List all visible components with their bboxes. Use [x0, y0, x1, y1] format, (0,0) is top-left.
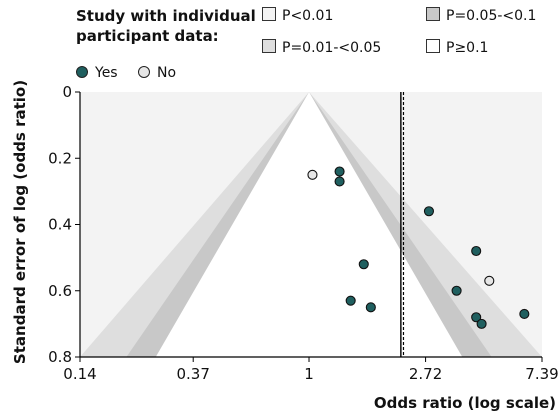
- legend-point-yes: Yes: [76, 64, 118, 82]
- x-tick-label: 0.37: [177, 365, 210, 383]
- x-axis-label: Odds ratio (log scale): [373, 394, 556, 412]
- study-point-yes: [471, 245, 482, 257]
- x-tick-label: 2.72: [409, 365, 442, 383]
- study-point-yes: [334, 166, 345, 177]
- study-point-no: [484, 275, 495, 286]
- legend-swatch: [262, 7, 276, 21]
- legend-swatch: [262, 39, 276, 53]
- significance-contours: [80, 92, 542, 357]
- y-axis-label: Standard error of log (odds ratio): [11, 79, 29, 365]
- study-point-yes: [423, 206, 435, 217]
- legend-swatch: [426, 7, 440, 21]
- y-tick-label: 0.8: [48, 348, 72, 366]
- legend-dot-no: [138, 66, 150, 78]
- y-tick-label: 0.4: [48, 216, 72, 234]
- legend-swatch: [426, 39, 440, 53]
- legend-title: Study with individual participant data:: [76, 7, 256, 45]
- study-point-yes: [334, 176, 345, 187]
- legend-point-no: No: [138, 64, 176, 82]
- study-point-yes: [365, 302, 376, 313]
- legend-label: P≥0.1: [446, 40, 489, 56]
- y-tick-label: 0.2: [48, 149, 72, 167]
- study-point-yes: [471, 312, 482, 323]
- study-point-yes: [476, 318, 487, 329]
- study-points: [307, 166, 530, 329]
- legend-contour-p-005-01: P=0.05-<0.1: [426, 7, 536, 25]
- contour-p-ge-01: [155, 92, 463, 357]
- study-point-yes: [345, 295, 356, 306]
- legend-dot-yes: [76, 66, 88, 78]
- x-tick-label: 0.14: [63, 365, 96, 383]
- x-tick-label: 1: [304, 365, 314, 383]
- y-tick-label: 0.6: [48, 282, 72, 300]
- legend-label: P=0.01-<0.05: [282, 40, 382, 56]
- legend-label: Yes: [95, 65, 118, 81]
- legend-contour-p-lt-001: P<0.01: [262, 7, 333, 25]
- legend-label: P<0.01: [282, 8, 334, 24]
- x-tick-label: 7.39: [525, 365, 558, 383]
- legend-contour-p-ge-01: P≥0.1: [426, 39, 488, 57]
- legend-contour-p-001-005: P=0.01-<0.05: [262, 39, 381, 57]
- legend-label: P=0.05-<0.1: [446, 8, 537, 24]
- y-tick-label: 0: [62, 83, 72, 101]
- axes: 0 0.2 0.4 0.6 0.80.14 0.37 1 2.72 7.39: [48, 83, 558, 383]
- study-point-yes: [451, 285, 462, 296]
- study-point-yes: [519, 308, 530, 319]
- reference-lines: [400, 92, 405, 357]
- study-point-no: [307, 169, 318, 180]
- legend-label: No: [157, 65, 177, 81]
- study-point-yes: [358, 259, 369, 270]
